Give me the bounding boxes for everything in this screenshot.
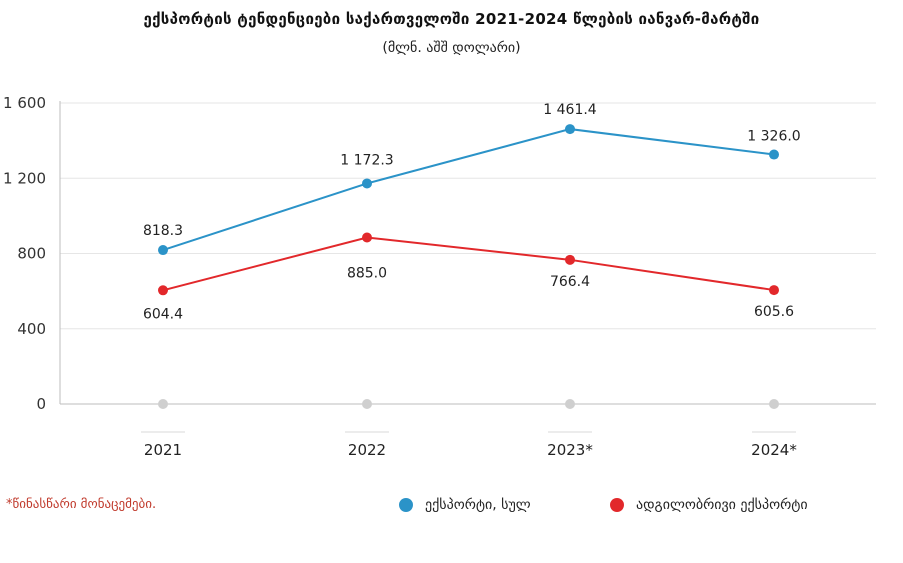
y-tick-label: 0: [36, 395, 46, 413]
line-chart: 0 400 800 1 200 1 600 2021 2022 2023* 2024* 818.3…: [3, 94, 876, 459]
data-label-total: 1 326.0: [747, 129, 800, 145]
data-label-domestic: 885.0: [347, 266, 387, 282]
data-point-domestic: [362, 232, 372, 243]
y-tick-label: 1 600: [3, 94, 46, 112]
data-point-total: [362, 178, 372, 189]
series-line-total: [162, 128, 775, 252]
zero-marker: [565, 399, 575, 409]
x-tick-label: 2021: [144, 441, 182, 459]
y-tick-label: 400: [17, 320, 46, 338]
zero-marker: [362, 399, 372, 409]
data-label-total: 1 172.3: [340, 152, 393, 168]
y-tick-label: 800: [17, 245, 46, 263]
chart-title: ექსპორტის ტენდენციები საქართველოში 2021-…: [143, 10, 760, 28]
data-label-total: 1 461.4: [543, 102, 597, 118]
y-tick-label: 1 200: [3, 169, 46, 187]
data-point-domestic: [565, 254, 575, 265]
zero-marker: [158, 399, 168, 409]
legend-item-domestic: ადგილობრივი ექსპორტი: [610, 497, 808, 513]
legend-item-total: ექსპორტი, სულ: [399, 497, 531, 513]
data-label-domestic: 605.6: [754, 304, 794, 320]
legend-marker-domestic: [610, 498, 624, 512]
data-label-total: 818.3: [143, 223, 183, 239]
legend-label-domestic: ადგილობრივი ექსპორტი: [636, 497, 808, 513]
data-label-domestic: 604.4: [143, 306, 183, 322]
data-label-domestic: 766.4: [550, 274, 590, 290]
x-tick-label: 2022: [348, 441, 386, 459]
data-point-domestic: [158, 285, 168, 296]
chart-subtitle: (მლნ. აშშ დოლარი): [382, 40, 521, 56]
footnote: *წინასწარი მონაცემები.: [6, 497, 157, 512]
x-tick-label: 2023*: [547, 441, 593, 459]
legend-label-total: ექსპორტი, სულ: [425, 497, 531, 513]
data-point-total: [565, 124, 575, 135]
data-point-total: [158, 245, 168, 256]
x-tick-label: 2024*: [751, 441, 797, 459]
legend-marker-total: [399, 498, 413, 512]
data-point-domestic: [769, 285, 779, 296]
zero-marker: [769, 399, 779, 409]
data-point-total: [769, 149, 779, 160]
series-line-domestic: [162, 236, 775, 292]
